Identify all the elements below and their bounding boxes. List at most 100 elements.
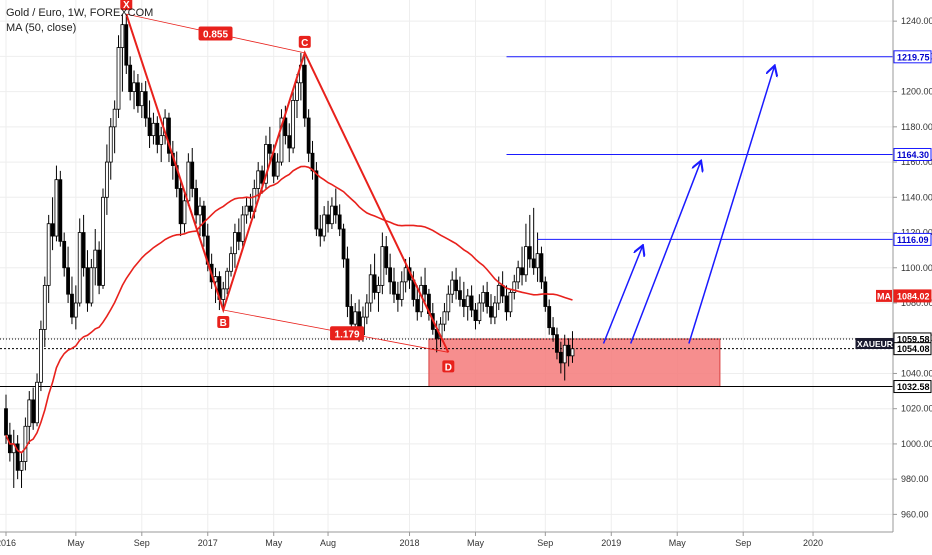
candle-body bbox=[496, 284, 501, 304]
candle bbox=[562, 334, 567, 381]
candle bbox=[508, 288, 513, 318]
candle bbox=[139, 82, 144, 119]
candle-body bbox=[372, 274, 377, 293]
candle bbox=[302, 56, 307, 127]
candle-body bbox=[267, 144, 272, 154]
candle-body bbox=[368, 274, 373, 304]
candle bbox=[194, 179, 199, 224]
price-tick-label: 1100.00 bbox=[901, 263, 932, 273]
candle bbox=[155, 116, 160, 154]
candle bbox=[384, 236, 389, 275]
price-label-box bbox=[893, 147, 932, 161]
candle-body bbox=[112, 108, 117, 128]
price-axis: 960.00980.001000.001020.001040.001060.00… bbox=[855, 0, 932, 532]
candle bbox=[477, 294, 482, 325]
candle-body bbox=[279, 117, 284, 163]
price-label-last: 1054.08 bbox=[893, 342, 932, 356]
candle-body bbox=[388, 267, 393, 283]
pattern-point-label: B bbox=[220, 318, 227, 329]
candle-body bbox=[337, 214, 342, 230]
candle-body bbox=[395, 293, 400, 300]
candle-body bbox=[508, 292, 513, 313]
candle-body bbox=[77, 232, 82, 304]
candle-body bbox=[240, 214, 245, 242]
candle-body bbox=[473, 309, 478, 322]
candle-body bbox=[415, 299, 420, 313]
candle-body bbox=[539, 253, 544, 283]
candle-body bbox=[85, 267, 90, 304]
candle bbox=[454, 267, 458, 300]
candle bbox=[58, 170, 63, 247]
potential-reversal-zone bbox=[428, 338, 721, 388]
candle-body bbox=[143, 91, 148, 119]
candle-body bbox=[27, 399, 32, 427]
candle bbox=[39, 320, 43, 392]
candle-body bbox=[62, 240, 67, 269]
chart-legend: Gold / Euro, 1W, FOREXCOM MA (50, close) bbox=[6, 6, 153, 36]
price-label-text: 1164.30 bbox=[897, 150, 929, 160]
candle bbox=[120, 14, 125, 92]
candle bbox=[15, 435, 20, 480]
pattern-point-c: C bbox=[298, 35, 311, 49]
candle-body bbox=[477, 302, 482, 322]
price-label-target-1: 1116.09 bbox=[893, 232, 932, 246]
candle-body bbox=[527, 246, 532, 260]
candle-body bbox=[376, 284, 381, 293]
candle bbox=[539, 246, 544, 289]
time-tick-label: Sep bbox=[134, 538, 150, 548]
candle bbox=[555, 327, 559, 360]
ratio-badge bbox=[330, 326, 365, 341]
candle bbox=[512, 274, 517, 300]
time-tick-label: 2016 bbox=[0, 538, 16, 548]
candle bbox=[322, 206, 327, 242]
candle-body bbox=[283, 117, 288, 137]
moving-average-line bbox=[5, 165, 573, 454]
price-tick-label: 1160.00 bbox=[901, 157, 932, 167]
candle bbox=[380, 232, 385, 295]
candle bbox=[31, 387, 36, 430]
candle bbox=[341, 223, 346, 268]
pattern-point-marker bbox=[120, 0, 133, 11]
candle-body bbox=[101, 196, 105, 286]
candle-body bbox=[306, 117, 311, 154]
price-label-box bbox=[893, 342, 932, 356]
pattern-point-label: X bbox=[123, 0, 130, 11]
candle-body bbox=[159, 135, 164, 145]
candle-body bbox=[108, 126, 113, 163]
candle bbox=[504, 285, 509, 321]
pattern-legs bbox=[125, 13, 450, 353]
candle bbox=[450, 271, 455, 303]
candle bbox=[376, 276, 381, 312]
candle-body bbox=[399, 281, 404, 300]
candle-body bbox=[260, 170, 264, 184]
candle-body bbox=[547, 306, 552, 329]
indicator-label: MA (50, close) bbox=[6, 22, 77, 34]
candle-body bbox=[384, 246, 389, 269]
candle-body bbox=[489, 306, 493, 318]
candle-body bbox=[4, 408, 8, 436]
candle bbox=[147, 100, 152, 148]
candle-body bbox=[116, 47, 121, 110]
plot-area bbox=[0, 14, 893, 488]
candle bbox=[415, 285, 420, 321]
candle-body bbox=[392, 281, 396, 295]
candle-body bbox=[442, 311, 447, 325]
candle-body bbox=[562, 344, 567, 364]
time-tick-label: 2020 bbox=[803, 538, 823, 548]
candle-body bbox=[54, 179, 59, 237]
time-tick-label: May bbox=[669, 538, 687, 548]
candle bbox=[225, 267, 230, 295]
price-label-text: 1059.58 bbox=[897, 334, 930, 344]
candle-body bbox=[461, 299, 466, 307]
time-tick-label: May bbox=[67, 538, 85, 548]
candle-body bbox=[531, 258, 536, 269]
candle-body bbox=[512, 281, 517, 293]
candle bbox=[345, 246, 350, 318]
candle bbox=[279, 109, 284, 166]
pattern-point-marker bbox=[217, 316, 230, 329]
candle bbox=[256, 162, 261, 198]
candle bbox=[469, 285, 474, 318]
candle-body bbox=[35, 381, 39, 424]
candle bbox=[287, 123, 292, 163]
